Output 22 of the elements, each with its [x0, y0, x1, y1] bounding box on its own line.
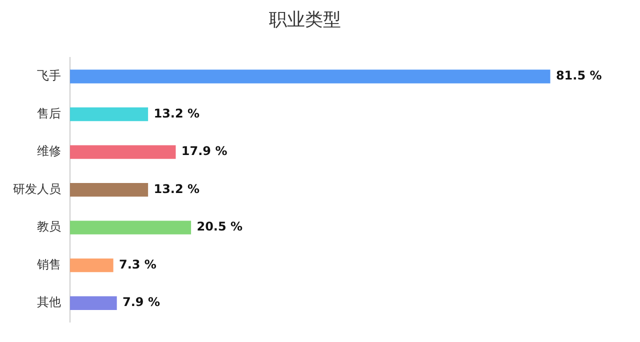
y-tick-label: 销售 — [36, 257, 61, 272]
y-tick-label: 教员 — [37, 220, 61, 234]
bar — [70, 145, 176, 159]
bar — [70, 70, 550, 84]
data-label: 13.2 % — [154, 182, 200, 196]
data-label: 20.5 % — [196, 220, 243, 234]
bar — [70, 107, 148, 122]
data-label: 7.9 % — [122, 295, 160, 310]
data-label: 13.2 % — [154, 106, 200, 120]
bar — [70, 296, 117, 310]
y-tick-label: 研发人员 — [13, 182, 61, 196]
y-tick-label: 售后 — [37, 106, 61, 120]
data-label: 17.9 % — [181, 144, 228, 158]
chart-title: 职业类型 — [269, 9, 341, 30]
y-tick-label: 维修 — [37, 144, 61, 158]
y-tick-label: 其他 — [37, 295, 61, 310]
bar — [70, 182, 148, 197]
bar — [70, 220, 192, 234]
y-tick-label: 飞手 — [37, 68, 61, 83]
bar — [70, 258, 114, 272]
data-label: 81.5 % — [556, 68, 602, 83]
data-label: 7.3 % — [118, 257, 156, 272]
